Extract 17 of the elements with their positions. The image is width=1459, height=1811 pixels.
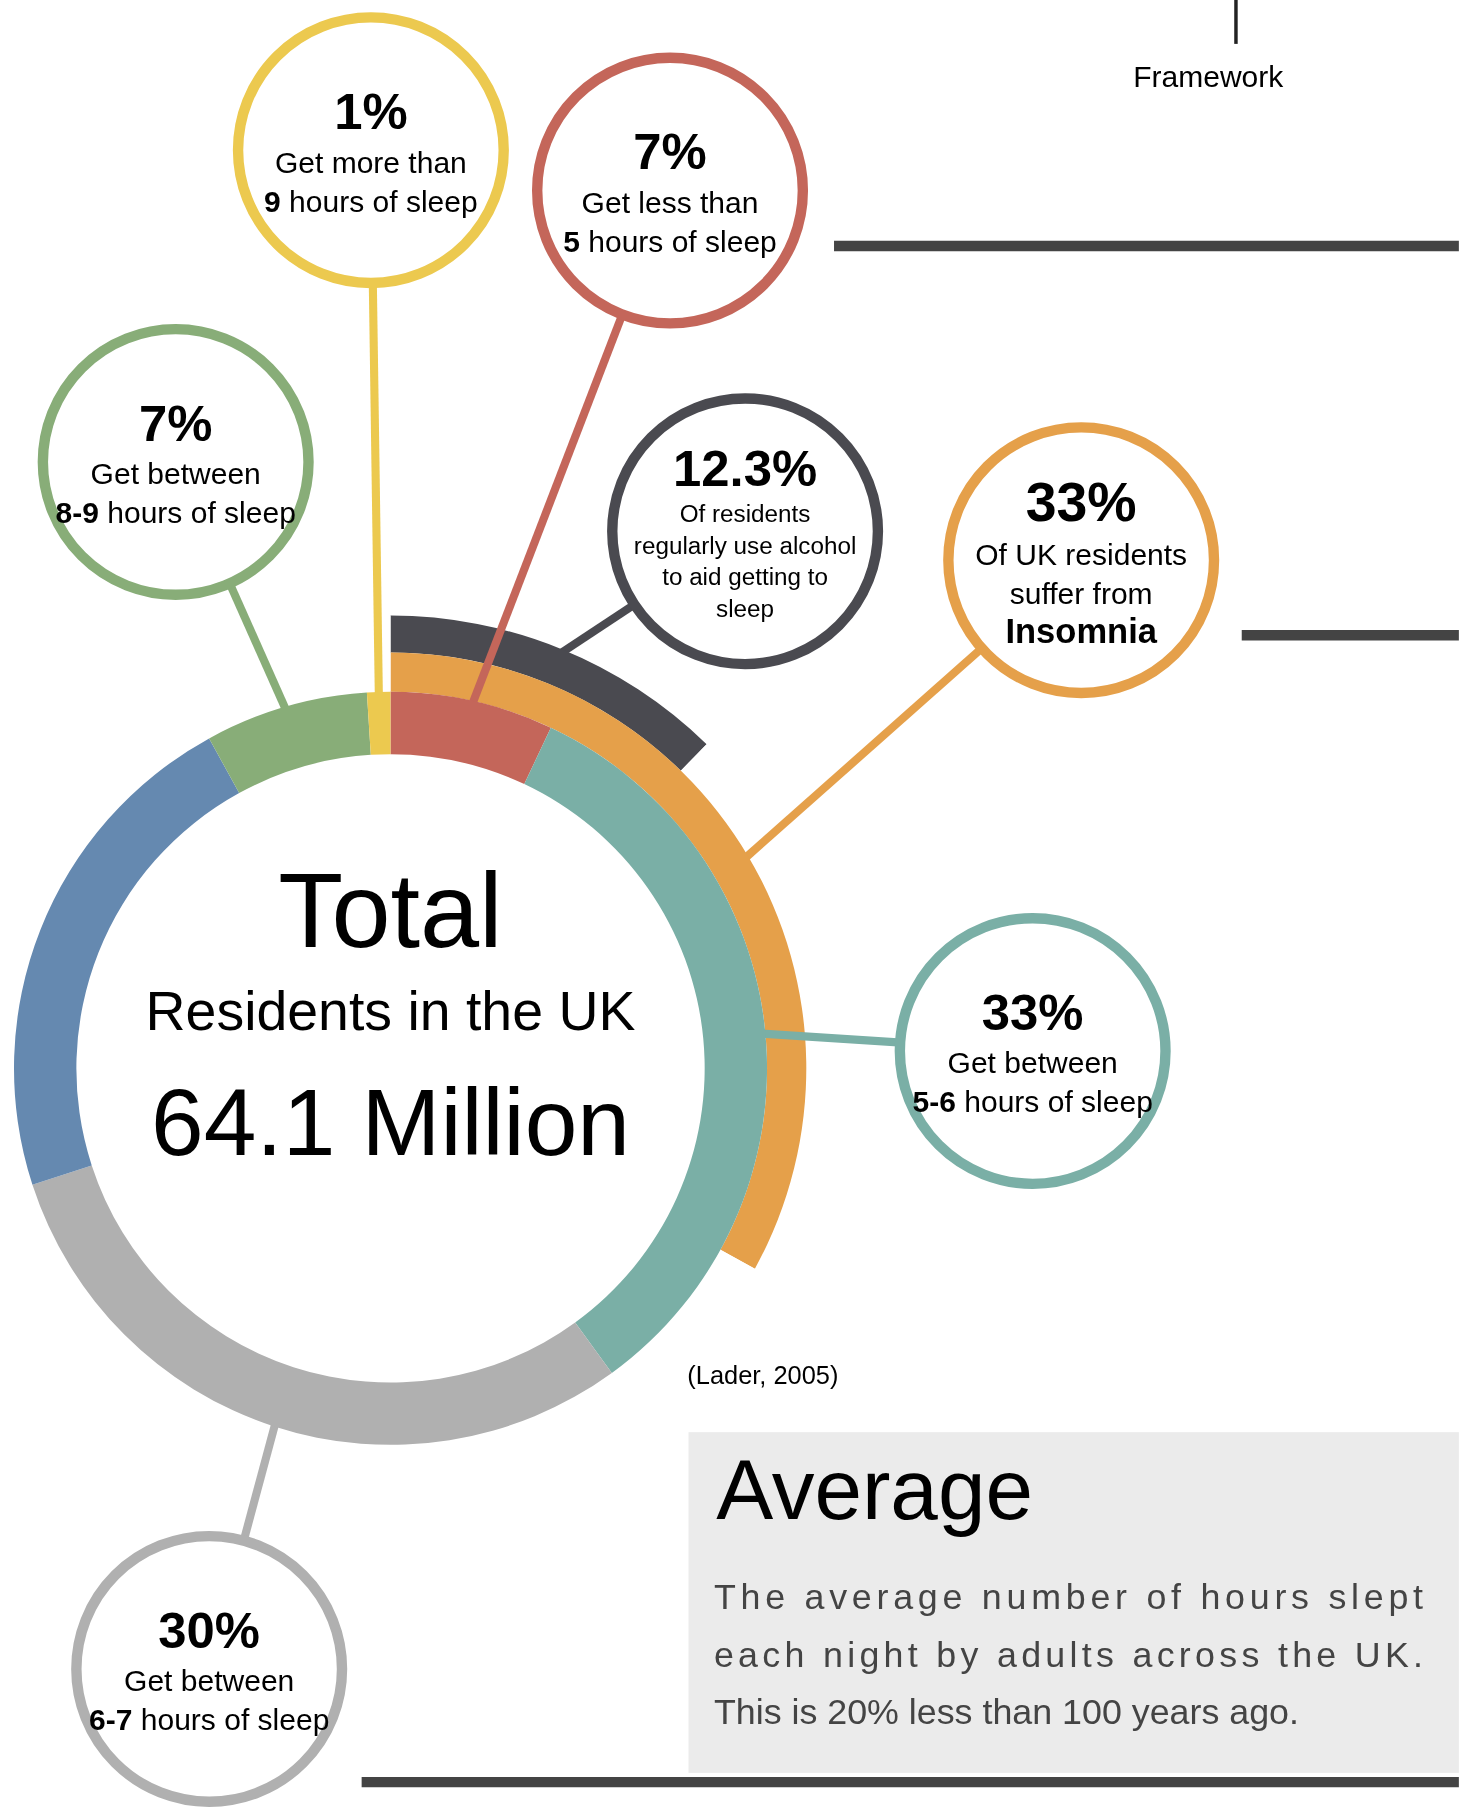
- slice-label: Get between 5-6 hours of sleep: [912, 1046, 1153, 1119]
- text: Framework: [1133, 59, 1285, 93]
- data-label: 30%: [158, 1601, 261, 1659]
- slice-label: Get more than 9 hours of sleep: [264, 145, 478, 218]
- data-label: 33%: [1025, 471, 1137, 534]
- slice-label: Get between 8-9 hours of sleep: [55, 457, 296, 530]
- data-label: 12.3%: [673, 440, 818, 498]
- text: The average number of hours slept each night by adults across the UK. This is 20% less than 100 years ago.: [713, 1576, 1424, 1733]
- data-label: 7%: [138, 394, 213, 452]
- slice-label: Get less than 5 hours of sleep: [563, 185, 777, 259]
- data-label: 33%: [981, 983, 1084, 1041]
- data-label: 1%: [334, 82, 408, 140]
- data-label: 7%: [633, 123, 707, 181]
- slice-label: Of UK residents suffer from Insomnia: [975, 537, 1188, 650]
- slice-label: Get between 6-7 hours of sleep: [89, 1664, 330, 1737]
- text: Average: [716, 1441, 1033, 1537]
- slice-label: Of residents regularly use alcohol to aid getting to sleep: [633, 500, 857, 622]
